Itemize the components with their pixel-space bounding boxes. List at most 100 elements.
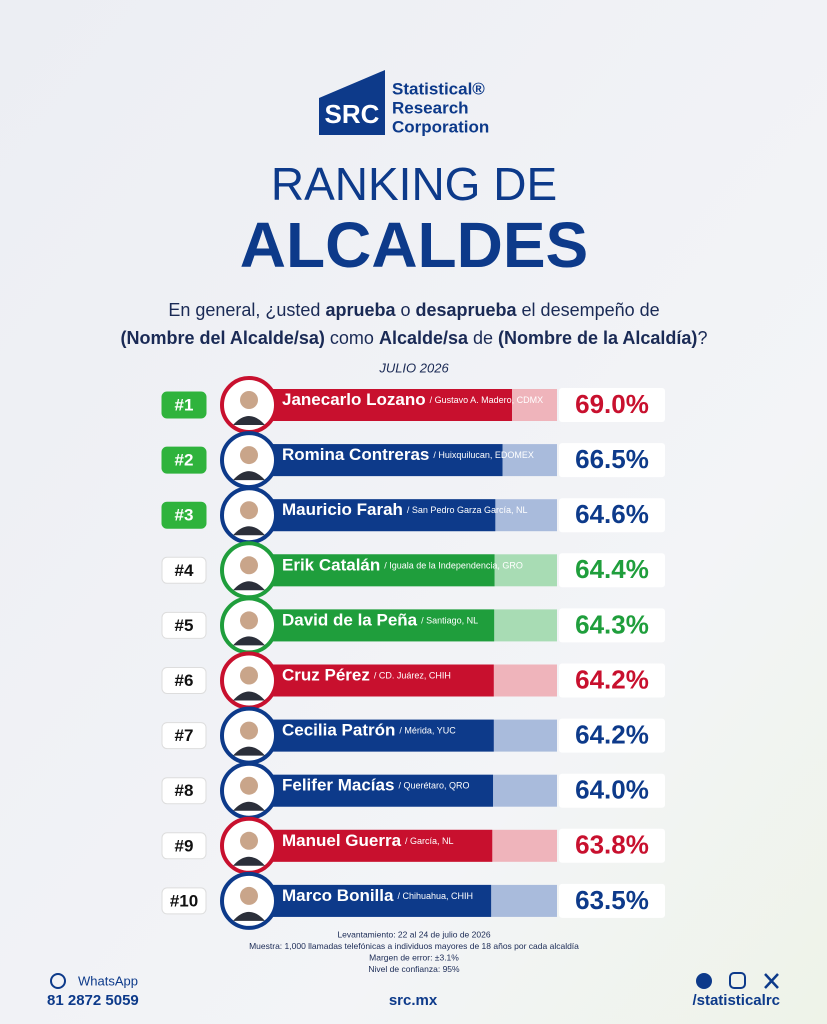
- brand-line: Corporation: [392, 117, 489, 136]
- rank-label: #6: [175, 671, 194, 690]
- name-line: Erik Catalán / Iguala de la Independencia…: [282, 556, 523, 575]
- bar: [250, 719, 494, 752]
- brand-line: Research: [392, 98, 469, 117]
- name-line: Romina Contreras / Huixquilucan, EDOMEX: [282, 446, 534, 465]
- notes: Levantamiento: 22 al 24 de julio de 2026…: [249, 929, 579, 974]
- rank-label: #4: [175, 561, 194, 580]
- photo-body: [233, 416, 265, 425]
- mayor-location: / Chihuahua, CHIH: [397, 891, 473, 901]
- mayor-name: Romina Contreras: [282, 446, 429, 465]
- name-line: Janecarlo Lozano / Gustavo A. Madero, CDM…: [282, 390, 543, 409]
- value-box: [559, 388, 665, 422]
- question-segment: (Nombre del Alcalde/sa): [121, 328, 325, 348]
- mayor-name: Erik Catalán: [282, 556, 380, 575]
- value-box: [559, 663, 665, 698]
- rank-pill: [161, 611, 207, 639]
- photo-head: [240, 886, 258, 905]
- bar: [250, 499, 496, 532]
- facebook-icon: [696, 973, 712, 989]
- photo-head: [240, 501, 258, 520]
- rank-pill: [161, 832, 207, 860]
- note: Levantamiento: 22 al 24 de julio de 2026: [337, 929, 490, 939]
- mayor-location: / CD. Juárez, CHIH: [374, 671, 451, 681]
- photo-head: [240, 446, 258, 465]
- mayor-location: / Iguala de la Independencia, GRO: [384, 561, 523, 571]
- rank-label: #10: [170, 891, 198, 910]
- value-box: [559, 553, 665, 588]
- rank-label: #1: [175, 395, 194, 414]
- note: Margen de error: ±3.1%: [369, 952, 459, 962]
- photo-body: [233, 636, 265, 646]
- value-label: 64.2%: [575, 664, 649, 694]
- x-icon: [764, 973, 779, 989]
- question-segment: Alcalde/sa: [379, 328, 469, 348]
- mayor-name: Felifer Macías: [282, 776, 394, 795]
- logo-mark: SRC: [325, 99, 380, 129]
- value-label: 64.6%: [575, 499, 649, 529]
- photo-head: [240, 831, 258, 850]
- social-handle: /statisticalrc: [692, 992, 780, 1009]
- mayor-name: David de la Peña: [282, 611, 418, 630]
- photo-body: [233, 471, 265, 481]
- question-segment: En general, ¿usted: [168, 300, 325, 320]
- question-segment: (Nombre de la Alcaldía): [498, 328, 697, 348]
- rank-pill: [161, 501, 207, 529]
- bar: [250, 444, 503, 477]
- value-box: [559, 828, 665, 863]
- mayor-location: / Huixquilucan, EDOMEX: [433, 450, 534, 460]
- photo-body: [233, 691, 265, 701]
- value-label: 64.0%: [575, 775, 649, 805]
- website: src.mx: [389, 992, 438, 1009]
- question-line: (Nombre del Alcalde/sa) como Alcalde/sa …: [121, 328, 708, 348]
- name-line: Mauricio Farah / San Pedro Garza García, …: [282, 501, 527, 520]
- photo-head: [240, 721, 258, 740]
- rank-label: #8: [175, 781, 194, 800]
- mayor-location: / García, NL: [405, 836, 454, 846]
- logo-block: [319, 70, 385, 135]
- photo-body: [233, 801, 265, 811]
- bar: [250, 554, 495, 587]
- value-label: 63.8%: [575, 830, 649, 860]
- value-label: 69.0%: [575, 389, 649, 419]
- photo-body: [233, 746, 265, 756]
- bar: [250, 829, 493, 862]
- logo: SRC Statistical® Research Corporation: [319, 70, 489, 136]
- mayor-name: Manuel Guerra: [282, 831, 402, 850]
- photo-body: [233, 911, 265, 921]
- instagram-icon: [729, 972, 746, 989]
- mayor-name: Marco Bonilla: [282, 886, 394, 905]
- value-box: [559, 773, 665, 808]
- value-label: 64.2%: [575, 719, 649, 749]
- value-box: [559, 608, 665, 643]
- photo-body: [233, 856, 265, 866]
- value-label: 64.4%: [575, 554, 649, 584]
- mayor-location: / San Pedro Garza García, NL: [407, 506, 528, 516]
- name-line: Cruz Pérez / CD. Juárez, CHIH: [282, 666, 451, 685]
- value-box: [559, 718, 665, 753]
- question-segment: como: [325, 328, 379, 348]
- mayor-name: Janecarlo Lozano: [282, 390, 426, 409]
- photo-body: [233, 526, 265, 536]
- rank-label: #7: [175, 726, 194, 745]
- rank-label: #9: [175, 836, 194, 855]
- rank-label: #3: [175, 506, 194, 525]
- note: Nivel de confianza: 95%: [368, 964, 460, 974]
- photo-head: [240, 776, 258, 795]
- rank-label: #5: [175, 616, 194, 635]
- brand-line: Statistical®: [392, 79, 485, 98]
- value-label: 66.5%: [575, 444, 649, 474]
- question-segment: ?: [697, 328, 707, 348]
- mayor-name: Cruz Pérez: [282, 666, 370, 685]
- title: RANKING DE: [271, 158, 557, 210]
- question-segment: el desempeño de: [517, 300, 660, 320]
- rank-pill: [161, 777, 207, 805]
- name-line: Marco Bonilla / Chihuahua, CHIH: [282, 886, 473, 905]
- mayor-name: Cecilia Patrón: [282, 721, 395, 740]
- mayor-location: / Querétaro, QRO: [398, 781, 469, 791]
- photo-head: [240, 611, 258, 630]
- question-segment: de: [468, 328, 498, 348]
- bar: [250, 774, 494, 807]
- whatsapp-label: WhatsApp: [78, 973, 138, 988]
